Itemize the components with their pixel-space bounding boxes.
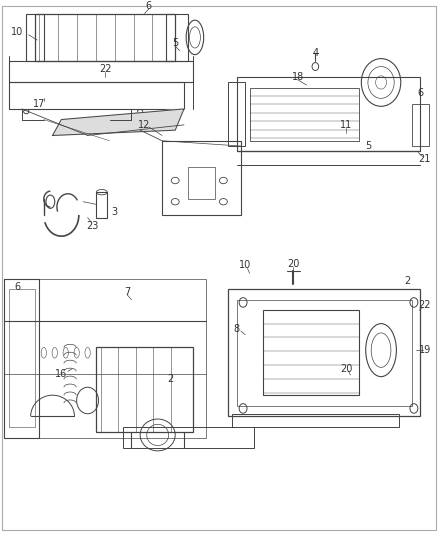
Text: 5: 5	[172, 38, 178, 47]
Bar	[228, 83, 245, 146]
Bar	[263, 310, 359, 395]
Bar	[412, 103, 429, 146]
Text: 2: 2	[168, 374, 174, 384]
Text: 22: 22	[99, 64, 111, 74]
Text: 6: 6	[146, 1, 152, 11]
Text: 5: 5	[365, 141, 371, 151]
Bar	[232, 414, 399, 427]
Text: 11: 11	[340, 120, 352, 130]
Text: 10: 10	[239, 260, 251, 270]
Text: 7: 7	[124, 287, 130, 297]
Bar	[96, 192, 107, 217]
Text: 12: 12	[138, 120, 151, 130]
Bar	[96, 348, 193, 432]
Text: 18: 18	[292, 72, 304, 82]
Bar	[4, 279, 206, 438]
Text: 20: 20	[287, 259, 300, 269]
Text: 10: 10	[11, 27, 24, 37]
Bar	[188, 167, 215, 199]
Text: 4: 4	[312, 49, 318, 58]
Bar	[250, 88, 359, 141]
Text: 23: 23	[86, 221, 98, 231]
Bar	[26, 13, 44, 61]
Text: 21: 21	[419, 155, 431, 164]
Text: 19: 19	[419, 345, 431, 355]
Text: 6: 6	[417, 88, 424, 98]
Bar	[9, 289, 35, 427]
Text: 16: 16	[55, 369, 67, 379]
Text: 17: 17	[33, 99, 46, 109]
Bar	[162, 141, 241, 215]
Polygon shape	[53, 109, 184, 135]
Bar	[9, 61, 193, 83]
Text: 3: 3	[111, 207, 117, 217]
Text: 8: 8	[233, 324, 240, 334]
Text: 22: 22	[419, 300, 431, 310]
Bar	[35, 13, 175, 61]
Bar	[4, 279, 39, 438]
Text: 6: 6	[14, 281, 21, 292]
Bar	[166, 13, 188, 61]
Text: 20: 20	[340, 364, 352, 374]
Bar	[9, 83, 184, 109]
Bar	[237, 300, 412, 406]
Text: 2: 2	[404, 276, 410, 286]
Bar	[123, 427, 254, 448]
Bar	[228, 289, 420, 416]
Bar	[237, 77, 420, 151]
